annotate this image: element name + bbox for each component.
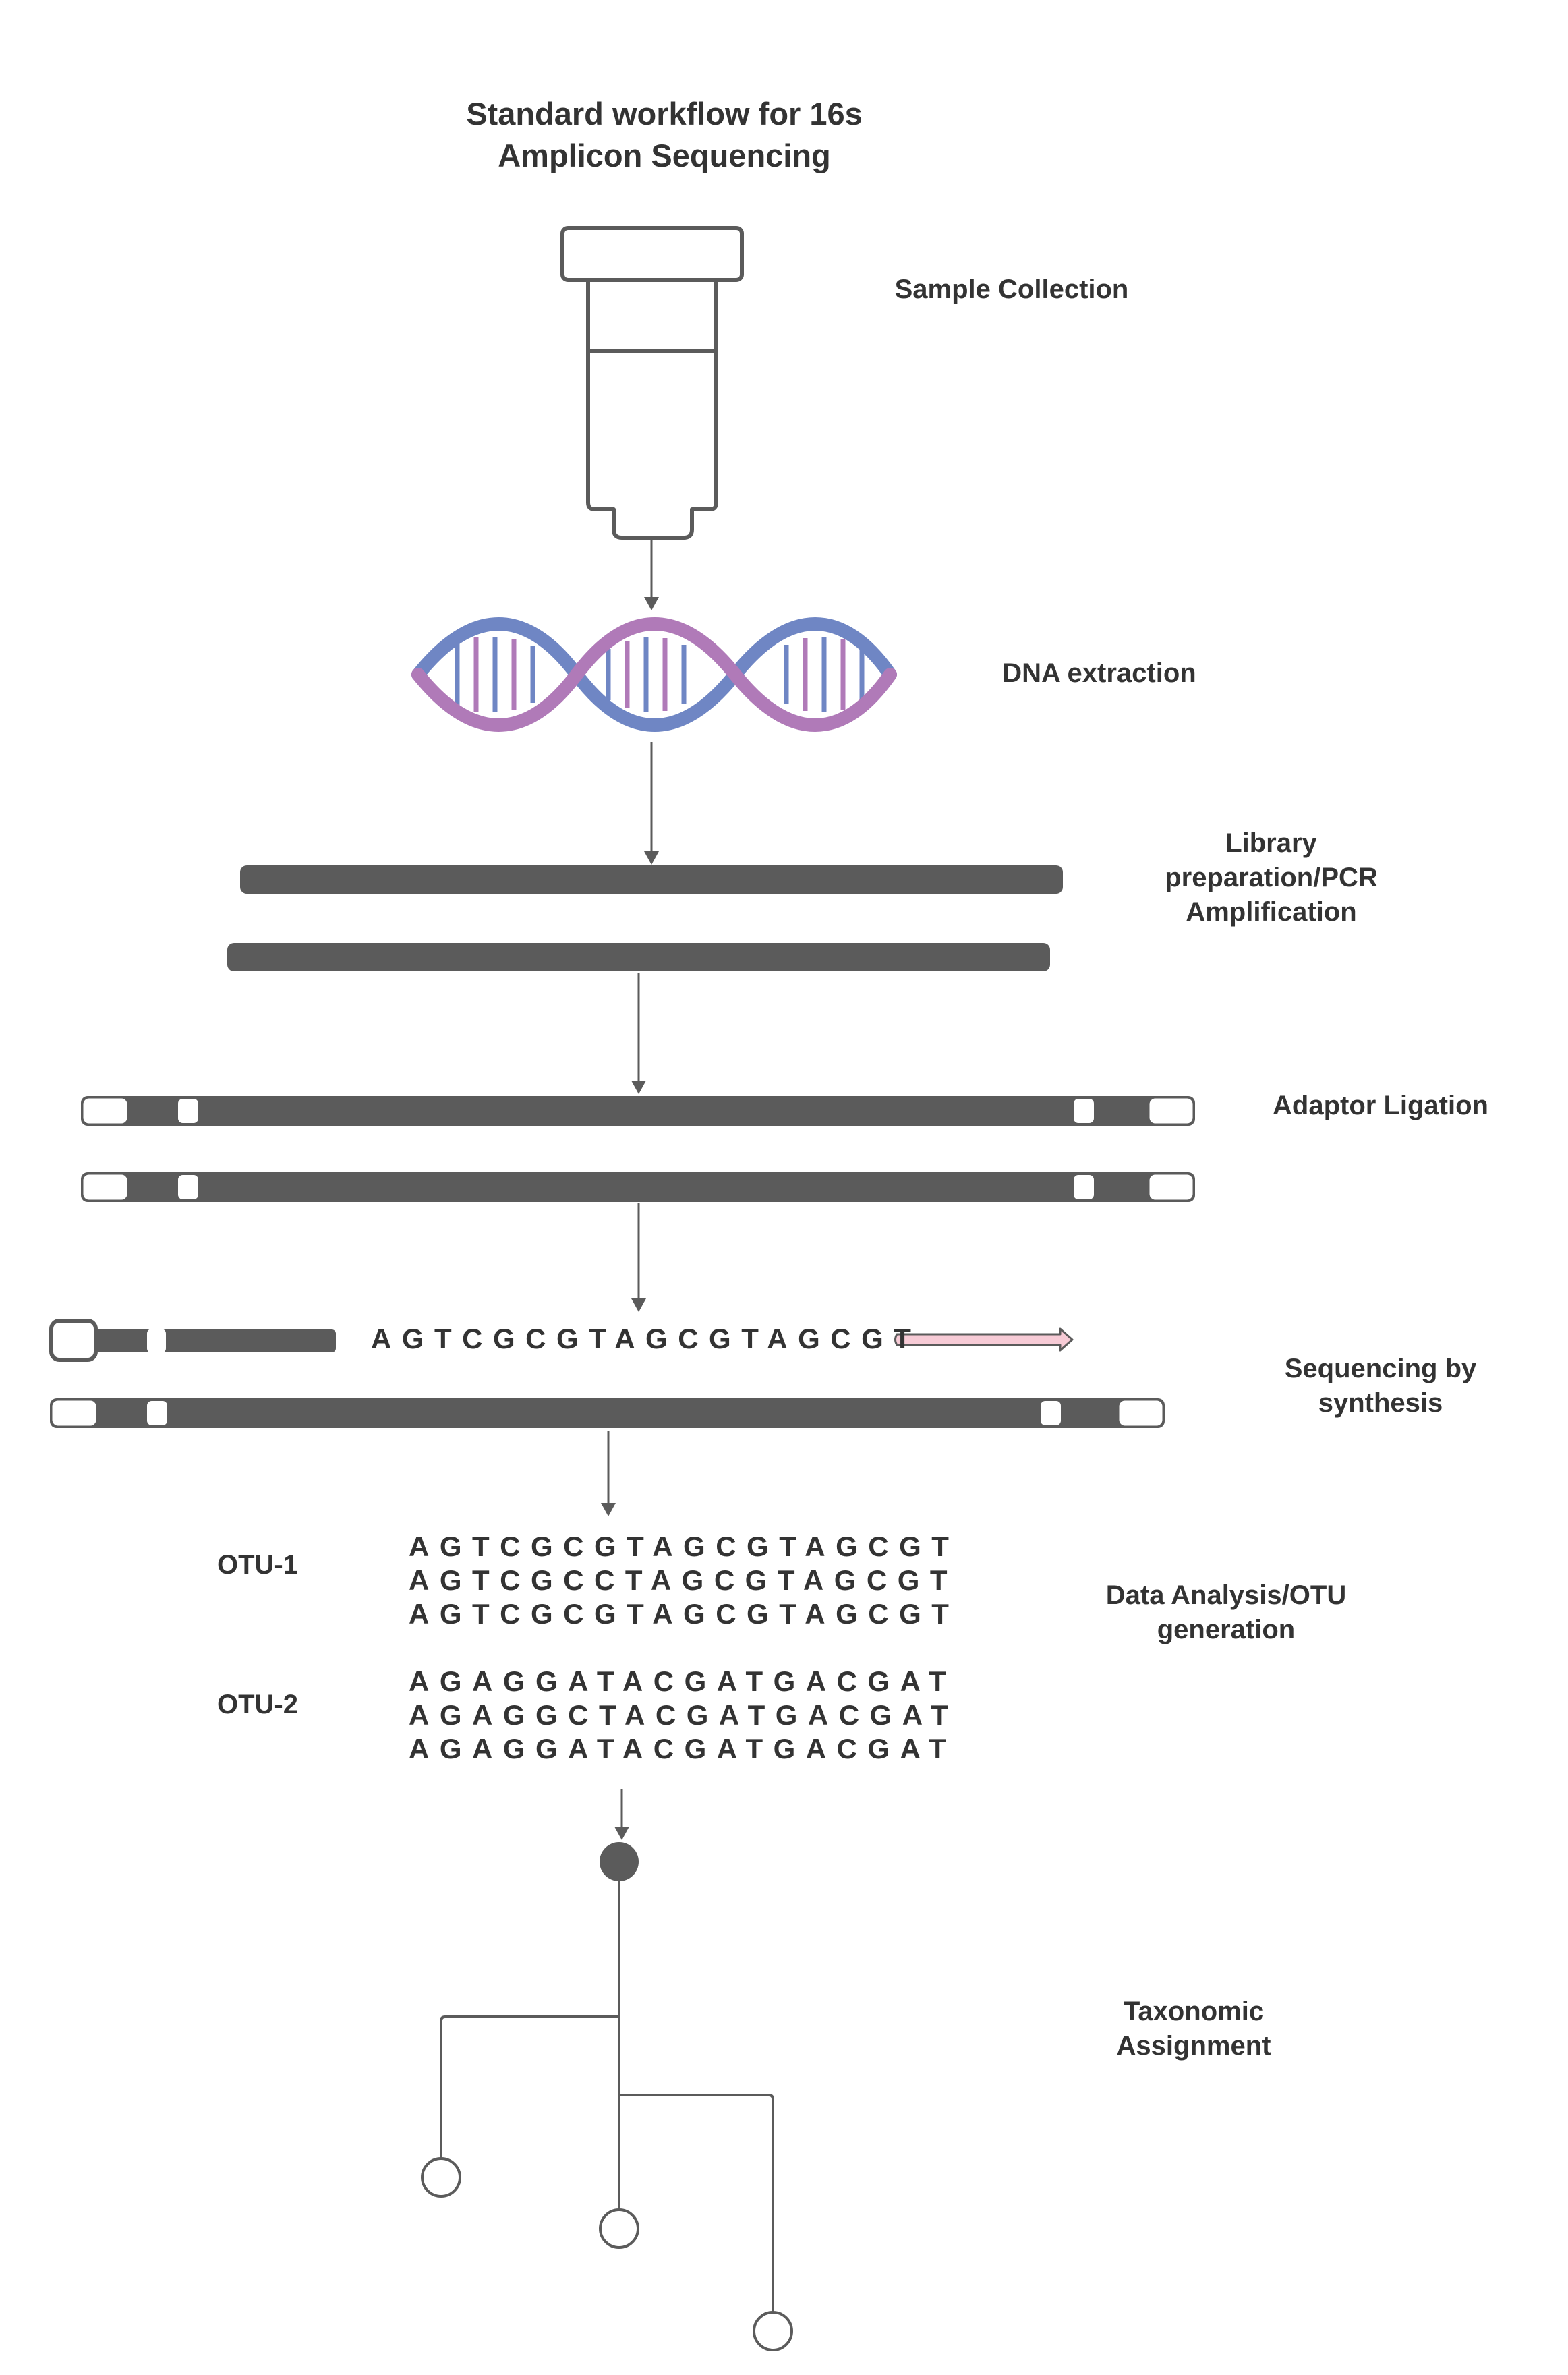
data-analysis-line-2: generation [1157,1615,1296,1644]
taxonomic-line-2: Assignment [1116,2031,1271,2061]
amplicon-strand-1 [240,865,1063,894]
library-prep-line-3: Amplification [1186,897,1357,927]
title-line-1: Standard workflow for 16s [466,96,863,132]
step-label-library-prep: Library preparation/PCR Amplification [1120,826,1423,929]
primer-arrow-icon [894,1327,1074,1352]
sequencing-read: AGTCGCGTAGCGTAGCGT [371,1323,922,1354]
step-label-adaptor-ligation: Adaptor Ligation [1273,1091,1488,1120]
library-prep-line-2: preparation/PCR [1165,863,1378,892]
sequencing-strand-partial [49,1319,336,1362]
otu-1-seq-2: AGTCGCCTAGCGTAGCGT [409,1564,958,1596]
otu-2-seq-3: AGAGGATACGATGACGAT [409,1733,957,1765]
step-label-sample-collection: Sample Collection [894,275,1129,304]
taxonomic-line-1: Taxonomic [1123,1997,1265,2026]
step-label-dna-extraction: DNA extraction [1002,658,1196,688]
adaptor-strand-2 [81,1172,1195,1202]
diagram-title: Standard workflow for 16s Amplicon Seque… [395,93,934,177]
title-line-2: Amplicon Sequencing [498,138,831,173]
adaptor-strand-1 [81,1096,1195,1126]
otu-2-seq-2: AGAGGCTACGATGACGAT [409,1699,959,1731]
otu-2-seq-1: AGAGGATACGATGACGAT [409,1665,957,1697]
dna-helix-icon [411,617,897,732]
step-label-data-analysis: Data Analysis/OTU generation [1074,1578,1378,1647]
otu-1-seq-3: AGTCGCGTAGCGTAGCGT [409,1598,960,1630]
otu-1-seq-1: AGTCGCGTAGCGTAGCGT [409,1530,960,1562]
amplicon-strand-2 [227,943,1050,971]
otu-2-label: OTU-2 [217,1690,298,1719]
sequencing-line-1: Sequencing by [1284,1354,1477,1383]
otu-1-label: OTU-1 [217,1550,298,1580]
sample-tube-icon [560,226,744,540]
data-analysis-line-1: Data Analysis/OTU [1105,1580,1347,1610]
sequencing-strand-full [50,1398,1165,1428]
library-prep-line-1: Library [1225,828,1317,858]
step-label-taxonomic-assignment: Taxonomic Assignment [1042,1995,1345,2063]
taxonomy-tree-icon [421,1842,793,2351]
step-label-sequencing: Sequencing by synthesis [1229,1352,1532,1421]
sequencing-line-2: synthesis [1318,1388,1443,1418]
